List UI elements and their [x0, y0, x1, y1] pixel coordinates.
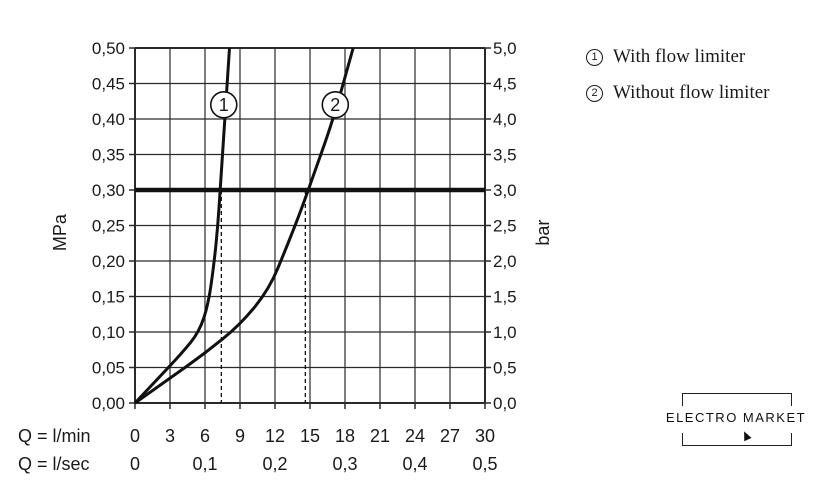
logo-bracket-bottom: [682, 433, 792, 446]
y-left-tick-label: 0,25: [92, 217, 125, 236]
x-lmin-tick-label: 0: [130, 426, 140, 446]
x-lmin-tick-label: 3: [165, 426, 175, 446]
y-left-tick-label: 0,15: [92, 288, 125, 307]
x-lmin-tick-label: 18: [335, 426, 355, 446]
series-1-label: 1: [219, 95, 229, 115]
legend-text-2: Without flow limiter: [613, 82, 770, 103]
legend-marker-2: 2: [586, 85, 603, 102]
y-right-tick-label: 4,0: [493, 110, 517, 129]
y-right-tick-label: 0,5: [493, 359, 517, 378]
series-2-line: [134, 47, 355, 405]
legend-item-with-limiter: 1 With flow limiter: [586, 46, 745, 68]
x-lmin-tick-label: 24: [405, 426, 425, 446]
y-left-tick-label: 0,20: [92, 252, 125, 271]
x-lsec-tick-label: 0,1: [192, 454, 217, 474]
y-left-tick-label: 0,45: [92, 75, 125, 94]
y-right-tick-label: 0,0: [493, 394, 517, 413]
y-left-tick-label: 0,40: [92, 110, 125, 129]
x-lmin-tick-label: 9: [235, 426, 245, 446]
grid: [129, 47, 491, 409]
logo-bracket-top: [682, 393, 792, 406]
y-right-tick-label: 3,0: [493, 181, 517, 200]
series-1-line: [133, 47, 231, 405]
x-lmin-tick-label: 30: [475, 426, 495, 446]
electro-market-logo: ELECTRO MARKET: [664, 393, 808, 451]
x-lsec-tick-label: 0,4: [402, 454, 427, 474]
x-lmin-tick-label: 15: [300, 426, 320, 446]
x-lmin-axis-title: Q = l/min: [18, 426, 91, 446]
y-right-tick-label: 3,5: [493, 146, 517, 165]
logo-text: ELECTRO MARKET: [665, 410, 807, 425]
y-right-axis-title: bar: [533, 220, 553, 246]
legend-item-without-limiter: 2 Without flow limiter: [586, 82, 770, 104]
y-left-tick-label: 0,35: [92, 146, 125, 165]
series-1-circle: [209, 91, 238, 119]
y-left-tick-label: 0,30: [92, 181, 125, 200]
y-left-tick-label: 0,05: [92, 359, 125, 378]
x-lmin-tick-label: 21: [370, 426, 390, 446]
y-right-tick-label: 1,0: [493, 323, 517, 342]
y-left-tick-label: 0,50: [92, 39, 125, 58]
y-right-tick-label: 1,5: [493, 288, 517, 307]
x-lsec-tick-label: 0,3: [332, 454, 357, 474]
x-lmin-tick-label: 12: [265, 426, 285, 446]
legend-marker-1: 1: [586, 49, 603, 66]
tick-labels: 0,000,050,100,150,200,250,300,350,400,45…: [18, 39, 553, 474]
legend-text-1: With flow limiter: [613, 46, 746, 67]
y-left-axis-title: MPa: [50, 213, 70, 251]
series-2-circle: [321, 91, 350, 119]
y-right-tick-label: 2,5: [493, 217, 517, 236]
x-lsec-axis-title: Q = l/sec: [18, 454, 90, 474]
y-left-tick-label: 0,00: [92, 394, 125, 413]
x-lsec-tick-label: 0: [130, 454, 140, 474]
y-right-tick-label: 2,0: [493, 252, 517, 271]
x-lmin-tick-label: 6: [200, 426, 210, 446]
y-right-tick-label: 4,5: [493, 75, 517, 94]
series-2-label: 2: [330, 95, 340, 115]
y-right-tick-label: 5,0: [493, 39, 517, 58]
x-lsec-tick-label: 0,5: [472, 454, 497, 474]
x-lsec-tick-label: 0,2: [262, 454, 287, 474]
x-lmin-tick-label: 27: [440, 426, 460, 446]
y-left-tick-label: 0,10: [92, 323, 125, 342]
